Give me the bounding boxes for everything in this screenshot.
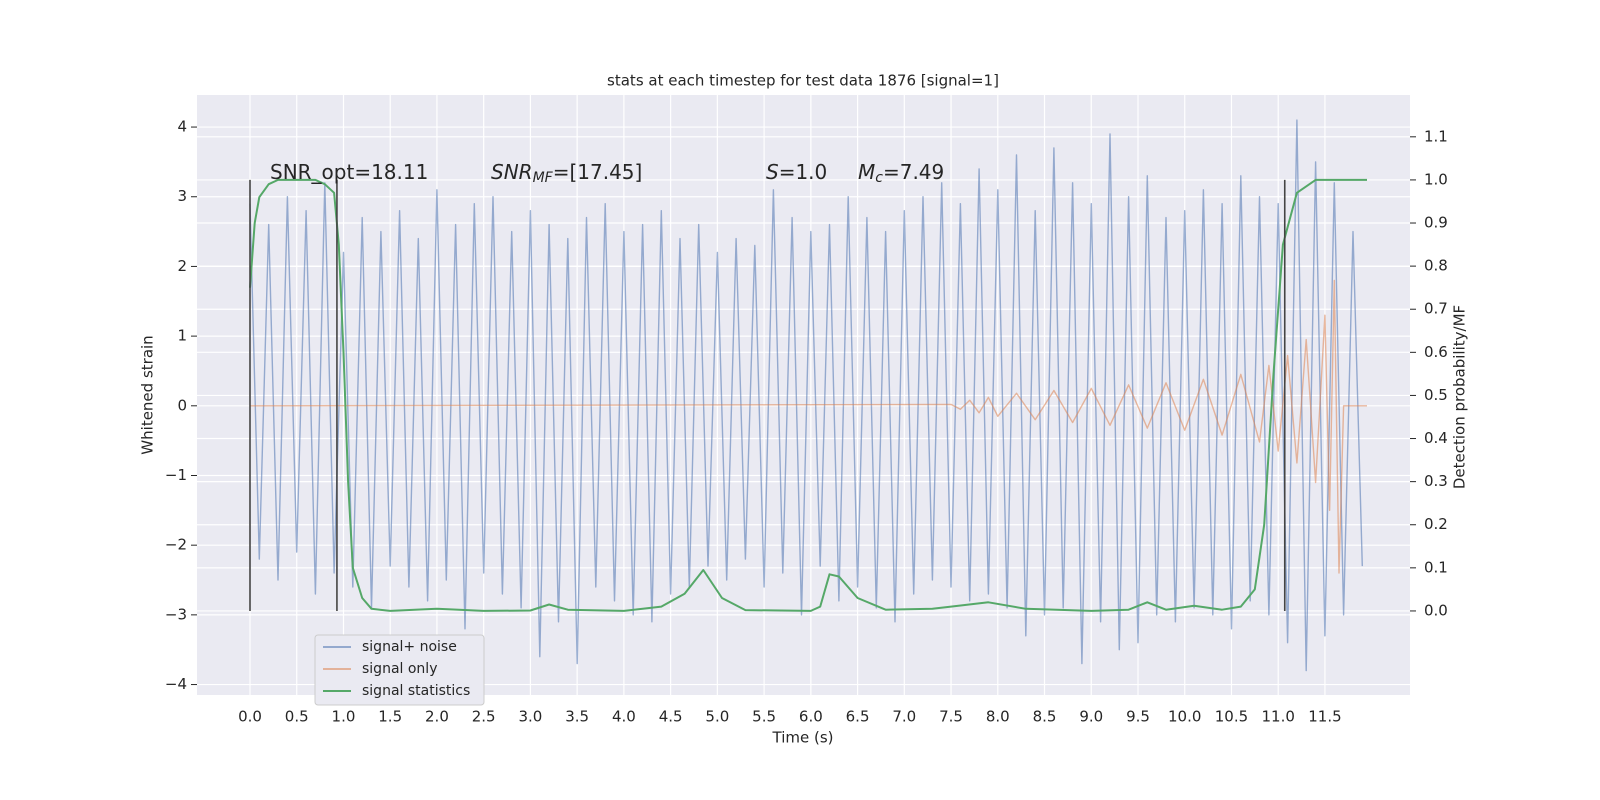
x-tick-label: 5.5 (752, 708, 776, 726)
x-tick-label: 1.0 (332, 708, 356, 726)
x-tick-label: 10.5 (1215, 708, 1248, 726)
y-tick-label: −3 (165, 605, 187, 623)
x-axis-label: Time (s) (772, 729, 834, 747)
x-tick-label: 4.5 (659, 708, 683, 726)
y-tick-label: 2 (177, 257, 187, 275)
legend-label: signal+ noise (362, 639, 457, 655)
x-tick-label: 11.0 (1261, 708, 1294, 726)
annotation: Mc=7.49 (858, 160, 944, 187)
x-tick-label: 8.5 (1033, 708, 1057, 726)
x-tick-label: 8.0 (986, 708, 1010, 726)
legend-label: signal only (362, 661, 437, 677)
x-tick-label: 1.5 (378, 708, 402, 726)
y-tick-label: −4 (165, 675, 187, 693)
x-tick-label: 10.0 (1168, 708, 1201, 726)
annotation-part: S (766, 160, 779, 184)
annotation-part: MF (533, 170, 554, 186)
y2-tick-label: 0.6 (1424, 343, 1448, 361)
series-line (249, 279, 1367, 574)
annotation-part: =[17.45] (553, 160, 643, 184)
x-tick-label: 0.0 (238, 708, 262, 726)
x-tick-label: 9.0 (1079, 708, 1103, 726)
x-tick-label: 2.0 (425, 708, 449, 726)
chart-title: stats at each timestep for test data 187… (607, 72, 999, 90)
x-tick-label: 4.0 (612, 708, 636, 726)
annotation-part: M (858, 160, 875, 184)
x-tick-label: 3.0 (518, 708, 542, 726)
y2-tick-label: 0.3 (1424, 472, 1448, 490)
y2-tick-label: 1.1 (1424, 127, 1448, 145)
x-tick-label: 0.5 (285, 708, 309, 726)
annotation-part: SNR (491, 160, 533, 184)
x-tick-label: 11.5 (1308, 708, 1341, 726)
y2-tick-label: 0.5 (1424, 386, 1448, 404)
series-line (249, 119, 1363, 672)
y2-tick-label: 0.9 (1424, 214, 1448, 232)
legend: signal+ noise signal only signal statistic… (314, 634, 485, 706)
y2-tick-label: 0.2 (1424, 515, 1448, 533)
grid (197, 95, 1410, 695)
legend-box (314, 634, 485, 706)
y2-tick-label: 0.0 (1424, 601, 1448, 619)
x-tick-label: 6.5 (846, 708, 870, 726)
annotation-part: =1.0 (779, 160, 828, 184)
annotation-part: =7.49 (883, 160, 944, 184)
annotation: S=1.0 (766, 160, 827, 184)
y-tick-label: −1 (165, 466, 187, 484)
annotation: SNR_opt=18.11 (270, 160, 428, 184)
x-tick-label: 7.0 (892, 708, 916, 726)
y-axis-label: Whitened strain (139, 335, 157, 454)
x-tick-label: 3.5 (565, 708, 589, 726)
legend-label: signal statistics (362, 683, 470, 699)
y-tick-label: 1 (177, 327, 187, 345)
annotation-part: c (875, 170, 883, 186)
y-tick-label: 3 (177, 187, 187, 205)
x-tick-label: 7.5 (939, 708, 963, 726)
y2-tick-label: 1.0 (1424, 170, 1448, 188)
annotation: SNRMF=[17.45] (491, 160, 642, 187)
y2-axis-label: Detection probability/MF (1451, 305, 1469, 489)
y2-tick-label: 0.4 (1424, 429, 1448, 447)
x-tick-label: 5.0 (705, 708, 729, 726)
annotation-part: SNR_opt=18.11 (270, 160, 428, 184)
x-tick-label: 2.5 (472, 708, 496, 726)
y-tick-label: 0 (177, 396, 187, 414)
y2-tick-label: 0.8 (1424, 257, 1448, 275)
y2-tick-label: 0.7 (1424, 300, 1448, 318)
x-tick-label: 9.5 (1126, 708, 1150, 726)
x-tick-label: 6.0 (799, 708, 823, 726)
y2-tick-label: 0.1 (1424, 558, 1448, 576)
y-tick-label: −2 (165, 536, 187, 554)
y-tick-label: 4 (177, 118, 187, 136)
